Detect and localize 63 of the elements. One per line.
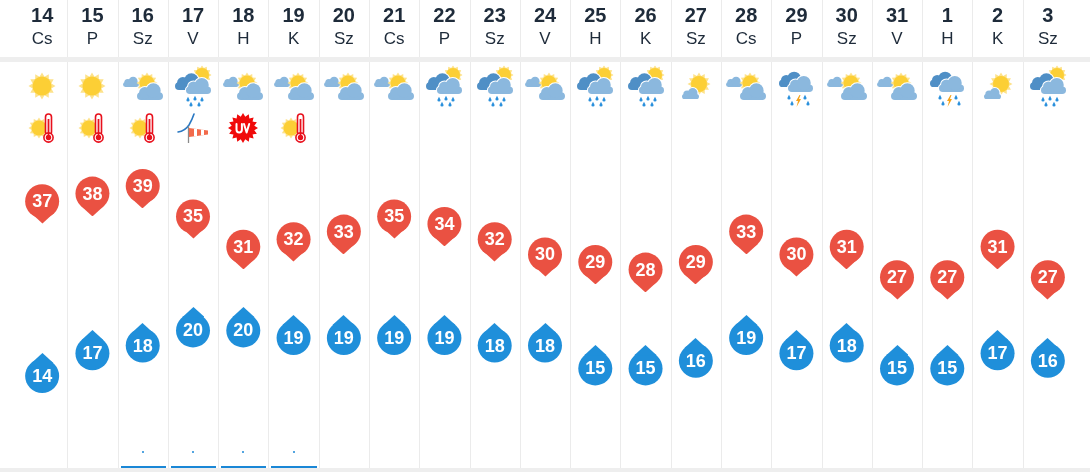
data-label: 17	[786, 343, 807, 364]
data-label: 28	[635, 259, 656, 280]
data-label: 15	[585, 358, 606, 379]
data-label: 27	[886, 267, 908, 288]
x-tick-label: 2 K	[991, 3, 1004, 48]
data-label: 20	[182, 320, 204, 341]
data-label: 19	[384, 327, 405, 348]
data-label: 18	[132, 335, 153, 356]
x-tick-label: 30 Sz	[835, 3, 858, 48]
data-label: 16	[1037, 350, 1058, 371]
x-tick-label: 16 Sz	[131, 3, 154, 48]
data-label: 35	[182, 206, 204, 227]
data-label: 34	[434, 213, 455, 234]
x-tick-label: 14 Cs	[31, 3, 55, 48]
data-label: 31	[233, 236, 254, 257]
data-label: 37	[32, 191, 53, 212]
x-tick-label: 29 P	[785, 3, 808, 48]
x-tick-label: 18 H	[232, 3, 255, 48]
data-label: 31	[987, 236, 1008, 257]
x-tick-label: 3 Sz	[1037, 3, 1058, 48]
x-tick-label: 19 K	[282, 3, 305, 48]
data-label: 18	[534, 335, 556, 356]
data-label: 35	[384, 206, 405, 227]
data-label: 15	[635, 358, 656, 379]
x-tick-label: 15 P	[81, 3, 104, 48]
data-label: 33	[333, 221, 354, 242]
data-label: 20	[233, 320, 254, 341]
data-label: 19	[434, 327, 455, 348]
x-tick-label: 24 V	[533, 3, 557, 48]
data-label: 29	[585, 251, 606, 272]
x-tick-label: 20 Sz	[332, 3, 355, 48]
data-label: 32	[484, 229, 505, 250]
data-label: 19	[736, 327, 757, 348]
data-label: 17	[82, 343, 103, 364]
x-tick-label: 27 Sz	[684, 3, 707, 48]
x-tick-label: 23 Sz	[483, 3, 506, 48]
data-label: 18	[484, 335, 505, 356]
x-tick-label: 22 P	[433, 3, 456, 48]
data-label: 19	[333, 327, 354, 348]
data-label: 30	[534, 244, 556, 265]
data-label: 31	[836, 236, 857, 257]
x-tick-label: 28 Cs	[735, 3, 758, 48]
data-label: 18	[836, 335, 857, 356]
data-label: 19	[283, 327, 304, 348]
x-tick-label: 17 V	[181, 3, 205, 48]
data-label: 16	[685, 350, 706, 371]
data-label: 33	[736, 221, 757, 242]
data-label: 38	[82, 183, 103, 204]
data-label: 32	[283, 229, 304, 250]
x-tick-label: 21 Cs	[383, 3, 406, 48]
data-label: 27	[937, 267, 958, 288]
x-tick-label: 1 H	[941, 3, 954, 48]
data-label: 39	[132, 175, 153, 196]
x-tick-label: 31 V	[885, 3, 909, 48]
data-label: 17	[987, 343, 1008, 364]
data-label: 30	[786, 244, 807, 265]
x-tick-label: 26 K	[634, 3, 657, 48]
data-label: 15	[886, 358, 908, 379]
x-tick-label: 25 H	[584, 3, 607, 48]
data-label: 29	[685, 251, 706, 272]
data-label: 15	[937, 358, 958, 379]
data-label: 14	[32, 365, 53, 386]
data-label: 27	[1037, 267, 1058, 288]
